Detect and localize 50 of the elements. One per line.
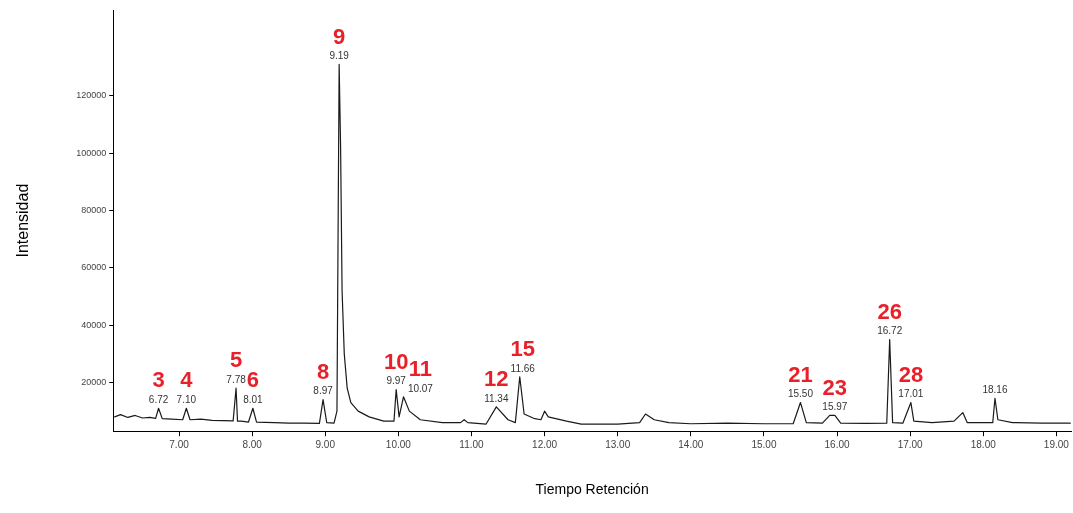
annotation: 9 <box>333 23 346 49</box>
x-tick-label: 16.00 <box>824 438 850 450</box>
annotation: 10.07 <box>407 382 434 394</box>
annotation: 8 <box>316 358 330 384</box>
y-tick-label: 20000 <box>81 376 107 387</box>
y-tick-label: 40000 <box>81 319 107 330</box>
annotation: 15 <box>510 335 535 361</box>
annotation: 15.50 <box>787 388 814 400</box>
y-tick-label: 100000 <box>76 147 107 158</box>
annotation: 9.97 <box>386 375 407 387</box>
annotation: 6.72 <box>148 394 169 406</box>
annotation: 12 <box>484 365 509 391</box>
x-tick-label: 9.00 <box>315 438 336 450</box>
x-axis-title: Tiempo Retención <box>535 481 649 498</box>
x-tick-label: 12.00 <box>532 438 558 450</box>
x-tick-label: 18.00 <box>970 438 997 450</box>
x-tick-label: 11.00 <box>459 438 485 450</box>
annotation: 8.97 <box>313 385 334 397</box>
annotation: 7.10 <box>176 394 197 406</box>
x-tick-label: 15.00 <box>751 438 777 450</box>
x-tick-label: 19.00 <box>1043 438 1070 450</box>
y-tick-label: 60000 <box>81 262 107 273</box>
annotation: 11 <box>408 355 433 381</box>
annotation: 5 <box>229 347 243 373</box>
annotation: 8.01 <box>243 394 264 406</box>
x-tick-label: 14.00 <box>678 438 704 450</box>
x-tick-label: 13.00 <box>605 438 631 450</box>
annotation: 3 <box>152 367 165 393</box>
annotation: 9.19 <box>329 50 350 62</box>
y-tick-label: 80000 <box>81 205 107 216</box>
annotation: 4 <box>180 367 194 393</box>
annotation: 15.97 <box>822 401 848 413</box>
y-axis-title: Intensidad <box>14 183 32 258</box>
x-tick-label: 8.00 <box>242 438 263 450</box>
annotation: 23 <box>822 374 848 400</box>
annotation: 21 <box>788 361 813 387</box>
annotation: 7.78 <box>226 373 247 385</box>
y-tick-label: 120000 <box>76 90 107 101</box>
annotation: 11.66 <box>510 362 536 374</box>
annotation: 18.16 <box>982 384 1008 395</box>
annotation: 26 <box>877 298 902 324</box>
annotation: 11.34 <box>484 392 509 404</box>
annotation: 16.72 <box>877 325 903 337</box>
annotation: 17.01 <box>898 388 924 400</box>
annotation: 10 <box>383 348 409 374</box>
annotation: 6 <box>246 367 260 393</box>
x-tick-label: 7.00 <box>169 438 190 450</box>
annotation: 28 <box>898 361 924 387</box>
x-tick-label: 17.00 <box>897 438 924 450</box>
x-tick-label: 10.00 <box>385 438 412 450</box>
